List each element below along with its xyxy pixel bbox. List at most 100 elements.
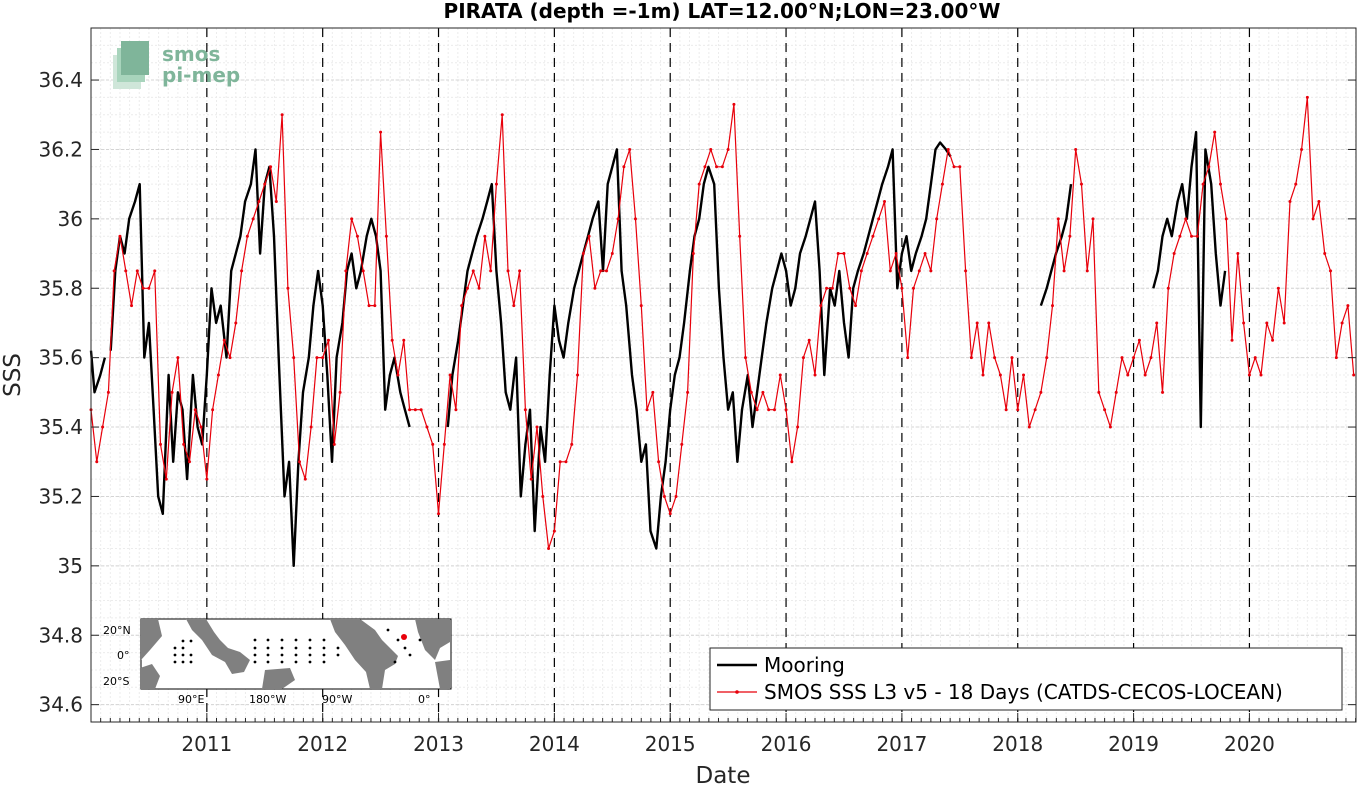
smos-data-point <box>332 442 336 446</box>
smos-data-point <box>454 408 458 412</box>
smos-data-point <box>755 408 759 412</box>
smos-data-point <box>257 200 261 203</box>
smos-data-point <box>135 269 139 273</box>
smos-data-point <box>1236 252 1240 256</box>
smos-data-point <box>1097 390 1101 394</box>
legend: Mooring SMOS SSS L3 v5 - 18 Days (CATDS-… <box>709 647 1343 711</box>
smos-data-point <box>298 460 302 464</box>
smos-data-point <box>888 269 892 273</box>
smos-data-point <box>784 408 788 412</box>
mooring-series-line <box>109 148 411 567</box>
smos-data-point <box>697 182 701 186</box>
smos-data-point <box>228 356 232 360</box>
smos-data-point <box>448 373 452 377</box>
smos-data-point <box>1242 321 1246 325</box>
smos-data-point <box>1114 390 1118 394</box>
smos-data-point <box>911 286 915 290</box>
smos-data-point <box>1033 408 1037 412</box>
smos-data-point <box>993 356 997 360</box>
smos-data-point <box>975 321 979 325</box>
smos-data-point <box>437 512 441 516</box>
smos-data-point <box>946 147 950 151</box>
smos-data-point <box>1190 234 1194 238</box>
smos-data-point <box>471 269 475 273</box>
chart-title: PIRATA (depth =-1m) LAT=12.00°N;LON=23.0… <box>444 0 1001 23</box>
smos-data-point <box>1172 252 1176 256</box>
smos-data-point <box>552 529 556 533</box>
smos-data-point <box>830 286 834 290</box>
smos-data-point <box>645 408 649 412</box>
smos-data-point <box>854 304 858 308</box>
smos-data-point <box>564 460 568 464</box>
inset-lon-label-90w: 90°W <box>322 693 352 706</box>
smos-data-point <box>483 234 487 238</box>
inset-buoy-dots <box>173 628 422 664</box>
smos-data-point <box>141 286 145 290</box>
x-axis-label: Date <box>696 763 751 786</box>
smos-data-point <box>726 147 730 151</box>
smos-data-point <box>216 373 220 377</box>
smos-data-point <box>958 165 962 169</box>
inset-mooring-map: 20°N 0° 20°S 90°E 180°W 90°W 0° <box>103 618 452 706</box>
smos-data-point <box>373 304 377 308</box>
inset-lat-label-south: 20°S <box>103 675 129 688</box>
smos-data-point <box>1056 217 1060 221</box>
smos-data-point <box>1276 286 1280 290</box>
smos-data-point <box>500 113 504 117</box>
smos-data-point <box>842 252 846 256</box>
smos-data-point <box>587 234 591 238</box>
smos-data-point <box>917 269 921 273</box>
smos-data-point <box>686 390 690 394</box>
smos-data-point <box>1039 390 1043 394</box>
smos-data-point <box>1149 356 1153 360</box>
smos-data-point <box>1329 269 1333 273</box>
mooring-series-line <box>89 350 107 394</box>
smos-data-point <box>1288 200 1292 203</box>
y-tick-label: 36.4 <box>38 68 83 92</box>
smos-data-point <box>1294 182 1298 186</box>
smos-data-point <box>969 356 973 360</box>
logo-text-smos: smos <box>162 42 220 66</box>
smos-data-point <box>668 512 672 516</box>
smos-data-point <box>1346 304 1350 308</box>
smos-data-point <box>344 269 348 273</box>
smos-data-point <box>269 165 273 169</box>
smos-data-point <box>1201 182 1205 186</box>
smos-data-point <box>176 356 180 360</box>
smos-data-point <box>680 442 684 446</box>
smos-data-point <box>1178 234 1182 238</box>
smos-data-point <box>1334 356 1338 360</box>
smos-data-point <box>935 217 939 221</box>
smos-data-point <box>1207 165 1211 169</box>
x-tick-label: 2013 <box>413 732 464 756</box>
smos-data-point <box>929 269 933 273</box>
smos-data-point <box>622 165 626 169</box>
smos-data-point <box>1340 321 1344 325</box>
smos-data-point <box>118 234 122 238</box>
mooring-series-line <box>446 141 952 550</box>
smos-data-point <box>187 460 191 464</box>
smos-data-point <box>1062 269 1066 273</box>
smos-data-point <box>547 547 551 550</box>
smos-data-point <box>1143 373 1147 377</box>
smos-data-point <box>402 338 406 342</box>
smos-data-point <box>1016 408 1020 412</box>
smos-data-point <box>529 477 533 481</box>
smos-data-point <box>390 338 394 342</box>
smos-data-point <box>338 390 342 394</box>
smos-data-point <box>106 390 110 394</box>
smos-data-point <box>159 442 163 446</box>
smos-data-point <box>581 252 585 256</box>
smos-data-point <box>292 356 296 360</box>
smos-data-point <box>749 390 753 394</box>
smos-data-point <box>576 373 580 377</box>
smos-data-point <box>796 425 800 429</box>
smos-data-point <box>1103 408 1107 412</box>
smos-data-point <box>1311 217 1315 221</box>
smos-data-point <box>691 252 695 256</box>
smos-data-point <box>1305 95 1309 99</box>
y-tick-label: 34.6 <box>38 693 83 717</box>
smos-data-point <box>616 217 620 221</box>
smos-data-point <box>535 425 539 429</box>
y-tick-label: 35.6 <box>38 346 83 370</box>
